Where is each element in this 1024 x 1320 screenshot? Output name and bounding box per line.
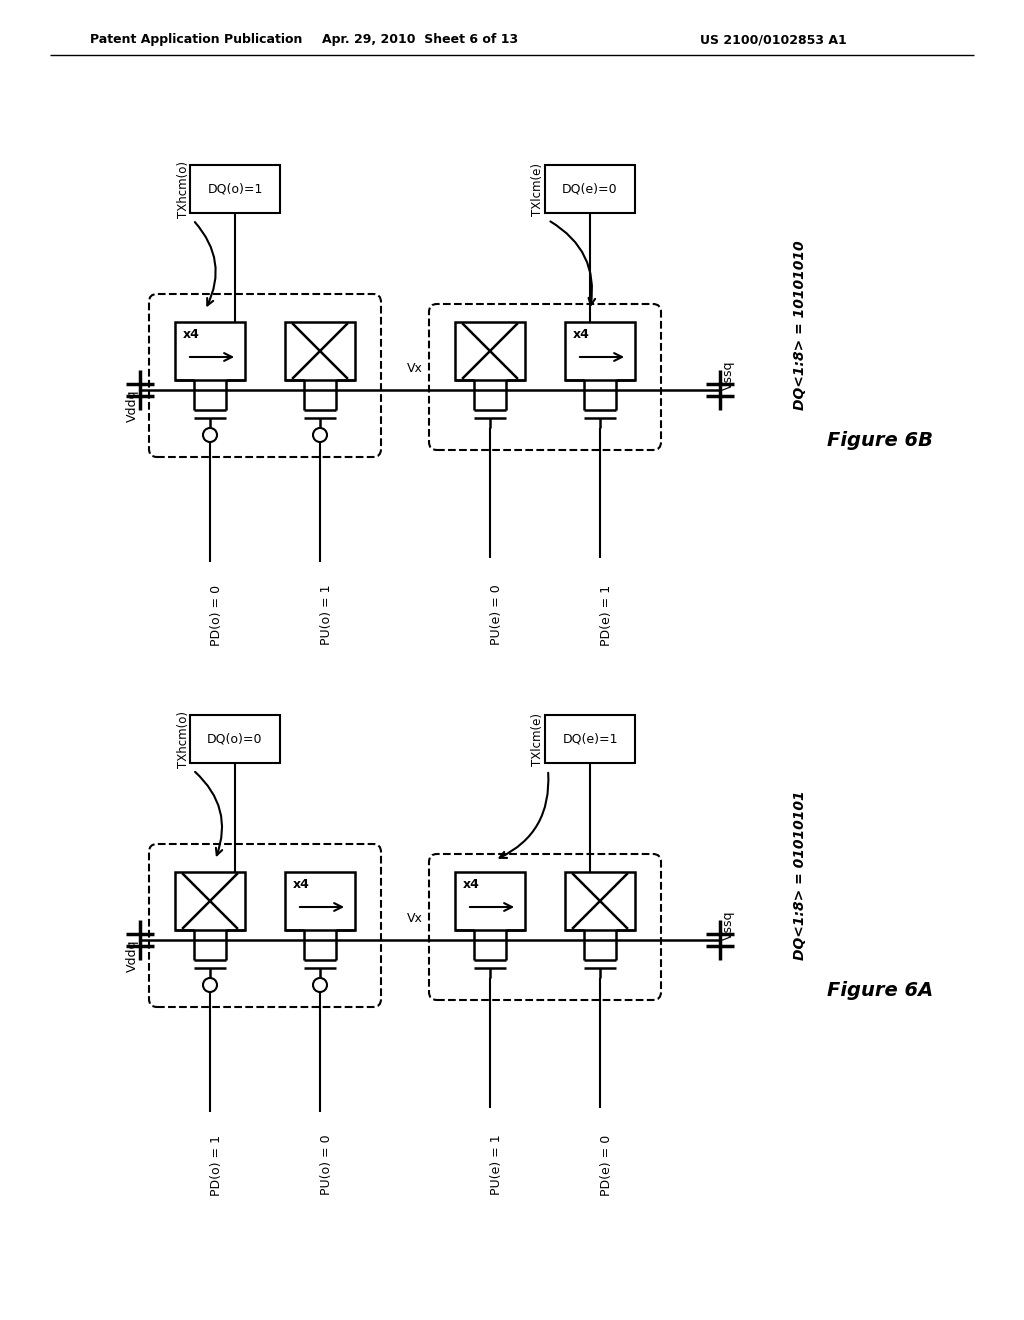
Bar (545, 165, 635, 213)
Text: Vddq: Vddq (126, 940, 138, 973)
Text: x4: x4 (573, 329, 590, 342)
Text: PD(e) = 1: PD(e) = 1 (600, 585, 613, 645)
Text: TXlcm(e): TXlcm(e) (531, 714, 545, 767)
Text: PD(o) = 0: PD(o) = 0 (210, 585, 223, 645)
Text: Vx: Vx (408, 912, 423, 925)
Text: TXhcm(o): TXhcm(o) (176, 161, 189, 219)
Bar (285, 873, 355, 931)
Text: DQ(e)=1: DQ(e)=1 (562, 733, 617, 746)
Text: TXlcm(e): TXlcm(e) (531, 164, 545, 216)
Bar (175, 873, 245, 931)
Bar (455, 322, 525, 380)
Bar (565, 873, 635, 931)
Text: x4: x4 (463, 879, 480, 891)
Text: TXhcm(o): TXhcm(o) (176, 711, 189, 768)
Bar (455, 873, 525, 931)
Text: Vx: Vx (408, 362, 423, 375)
Text: DQ(o)=0: DQ(o)=0 (207, 733, 263, 746)
Text: Vssq: Vssq (722, 360, 734, 389)
Bar (175, 322, 245, 380)
Bar (545, 715, 635, 763)
Text: x4: x4 (183, 329, 200, 342)
Bar (190, 715, 280, 763)
Text: Figure 6B: Figure 6B (827, 430, 933, 450)
Text: PU(o) = 1: PU(o) = 1 (319, 585, 333, 645)
Text: PD(o) = 1: PD(o) = 1 (210, 1134, 223, 1196)
Text: DQ(o)=1: DQ(o)=1 (207, 182, 263, 195)
Text: Apr. 29, 2010  Sheet 6 of 13: Apr. 29, 2010 Sheet 6 of 13 (322, 33, 518, 46)
Text: PU(e) = 0: PU(e) = 0 (490, 585, 503, 645)
Text: Vddq: Vddq (126, 389, 138, 422)
Text: Figure 6A: Figure 6A (826, 981, 933, 999)
Bar (565, 322, 635, 380)
Text: x4: x4 (293, 879, 310, 891)
Text: US 2100/0102853 A1: US 2100/0102853 A1 (700, 33, 847, 46)
Text: PU(e) = 1: PU(e) = 1 (490, 1135, 503, 1196)
Bar (285, 322, 355, 380)
Text: Vssq: Vssq (722, 911, 734, 940)
Text: DQ(e)=0: DQ(e)=0 (562, 182, 617, 195)
Text: PD(e) = 0: PD(e) = 0 (600, 1134, 613, 1196)
Bar (190, 165, 280, 213)
Text: PU(o) = 0: PU(o) = 0 (319, 1135, 333, 1196)
Text: DQ<1:8> = 10101010: DQ<1:8> = 10101010 (793, 240, 807, 411)
Text: Patent Application Publication: Patent Application Publication (90, 33, 302, 46)
Text: DQ<1:8> = 01010101: DQ<1:8> = 01010101 (793, 791, 807, 960)
